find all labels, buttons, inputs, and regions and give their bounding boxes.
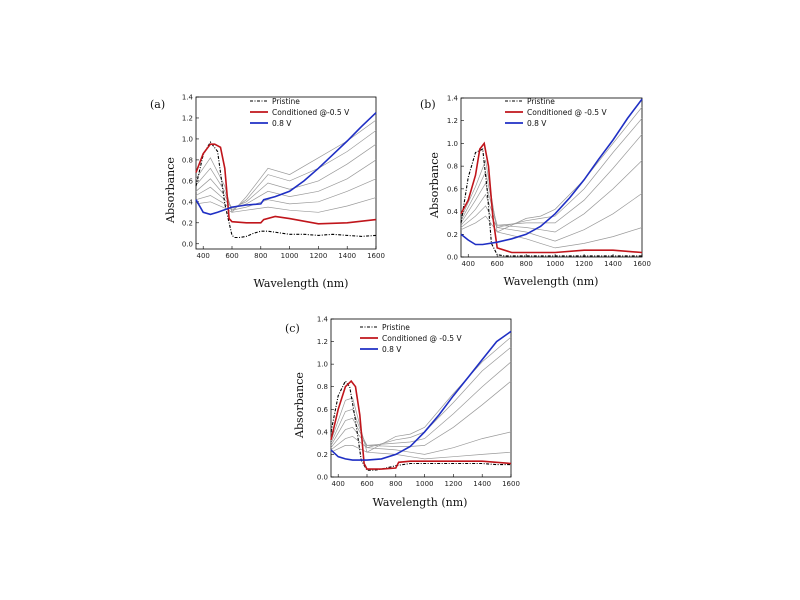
y-tick-label: 0.8: [317, 383, 328, 391]
y-tick-label: 1.4: [317, 316, 329, 324]
x-tick-label: 1400: [473, 480, 491, 488]
plot-frame: [330, 318, 512, 478]
x-axis-label-c: Wavelength (nm): [373, 496, 468, 509]
intermediate-spectrum-line: [460, 193, 643, 242]
x-tick-label: 1600: [633, 260, 651, 268]
y-tick-label: 0.0: [182, 240, 193, 248]
y-tick-label: 1.0: [317, 361, 328, 369]
x-tick-label: 1200: [309, 252, 327, 260]
intermediate-spectrum-line: [195, 130, 377, 211]
panel-label-c: (c): [285, 322, 300, 335]
y-tick-label: 1.0: [182, 135, 193, 143]
y-tick-label: 0.4: [317, 428, 329, 436]
series-line: [460, 148, 642, 257]
y-tick-label: 1.2: [317, 338, 328, 346]
legend-entry-label: 0.8 V: [382, 345, 402, 354]
panel-label-a: (a): [150, 98, 165, 111]
y-tick-label: 0.2: [182, 219, 193, 227]
legend-entry-label: Pristine: [272, 97, 300, 106]
y-tick-label: 0.8: [182, 156, 193, 164]
x-tick-label: 400: [332, 480, 345, 488]
intermediate-spectrum-line: [330, 361, 512, 446]
legend-entry-label: Pristine: [527, 97, 555, 106]
x-tick-label: 600: [491, 260, 504, 268]
panel-c: (c) Wavelength (nm) Absorbance 400 600 800…: [285, 316, 520, 510]
x-tick-label: 600: [360, 480, 373, 488]
x-tick-label: 400: [462, 260, 475, 268]
y-tick-label: 0.0: [447, 254, 458, 262]
series-line: [460, 98, 643, 246]
legend-entry-label: Conditioned @-0.5 V: [272, 108, 350, 117]
x-tick-label: 1000: [281, 252, 299, 260]
legend-entry-label: 0.8 V: [272, 119, 292, 128]
y-tick-label: 0.4: [182, 198, 194, 206]
y-axis-label-c: Absorbance: [293, 372, 306, 439]
x-tick-label: 800: [254, 252, 267, 260]
intermediate-spectrum-line: [460, 160, 643, 233]
x-tick-label: 600: [225, 252, 238, 260]
y-tick-label: 1.4: [447, 95, 459, 103]
y-tick-label: 0.0: [317, 474, 328, 482]
intermediate-spectrum-line: [460, 106, 643, 233]
x-tick-label: 1200: [444, 480, 462, 488]
plot-area-a: 400 600 800 1000 1200 1400 1600 0.0 0.2 0.4 0.6 0.8…: [182, 94, 385, 261]
series-line: [330, 380, 511, 471]
legend-entry-label: Conditioned @ -0.5 V: [527, 108, 607, 117]
panel-b: (b) Wavelength (nm) Absorbance 400 600 800…: [420, 95, 651, 289]
y-tick-label: 0.4: [447, 208, 459, 216]
x-tick-label: 800: [389, 480, 402, 488]
intermediate-spectrum-line: [195, 143, 377, 209]
intermediate-spectrum-line: [195, 159, 377, 209]
series-line: [330, 379, 512, 470]
y-tick-label: 0.2: [317, 451, 328, 459]
plot-frame: [195, 96, 377, 250]
x-axis-label-a: Wavelength (nm): [254, 277, 349, 290]
legend-entry-label: Conditioned @ -0.5 V: [382, 334, 462, 343]
y-tick-label: 0.6: [182, 177, 194, 185]
y-tick-label: 1.0: [447, 140, 458, 148]
legend-b: Pristine Conditioned @ -0.5 V 0.8 V: [505, 97, 607, 128]
x-tick-label: 1000: [416, 480, 434, 488]
x-tick-label: 800: [519, 260, 532, 268]
intermediate-spectrum-line: [330, 346, 512, 449]
y-tick-label: 0.6: [317, 406, 329, 414]
x-tick-label: 1400: [338, 252, 356, 260]
y-axis-label-a: Absorbance: [164, 157, 177, 224]
x-tick-label: 1200: [575, 260, 593, 268]
x-tick-label: 1000: [546, 260, 564, 268]
y-tick-label: 1.2: [447, 117, 458, 125]
legend-c: Pristine Conditioned @ -0.5 V 0.8 V: [360, 323, 462, 354]
intermediate-spectrum-line: [460, 134, 643, 226]
panel-label-b: (b): [420, 98, 436, 111]
intermediate-spectrum-line: [195, 197, 377, 213]
series-line: [330, 330, 512, 461]
y-axis-label-b: Absorbance: [428, 152, 441, 219]
intermediate-spectrum-line: [330, 445, 512, 460]
intermediate-spectrum-line: [460, 118, 643, 228]
x-tick-label: 400: [197, 252, 210, 260]
panel-a: (a) Wavelength (nm) Absorbance 400 600 800…: [150, 94, 385, 291]
y-tick-label: 0.8: [447, 163, 458, 171]
x-tick-label: 1600: [502, 480, 520, 488]
x-tick-label: 1600: [367, 252, 385, 260]
intermediate-spectrum-line: [330, 380, 512, 448]
x-tick-label: 1400: [604, 260, 622, 268]
plot-area-c: 400 600 800 1000 1200 1400 1600 0.0 0.2 0.4 0.6 0.8…: [317, 316, 520, 489]
legend-entry-label: Pristine: [382, 323, 410, 332]
y-tick-label: 1.2: [182, 114, 193, 122]
x-axis-label-b: Wavelength (nm): [504, 275, 599, 288]
intermediate-spectrum-line: [195, 119, 377, 214]
legend-entry-label: 0.8 V: [527, 119, 547, 128]
series-line: [195, 112, 377, 216]
intermediate-spectrum-line: [460, 215, 643, 249]
y-tick-label: 0.2: [447, 231, 458, 239]
series-line: [460, 141, 643, 254]
y-tick-label: 0.6: [447, 185, 459, 193]
series-line: [195, 143, 377, 225]
y-tick-label: 1.4: [182, 94, 194, 102]
plot-area-b: 400 600 800 1000 1200 1400 1600 0.0 0.2 0.4 0.6 0.8…: [447, 95, 651, 269]
plot-frame: [460, 97, 643, 258]
legend-a: Pristine Conditioned @-0.5 V 0.8 V: [250, 97, 350, 128]
